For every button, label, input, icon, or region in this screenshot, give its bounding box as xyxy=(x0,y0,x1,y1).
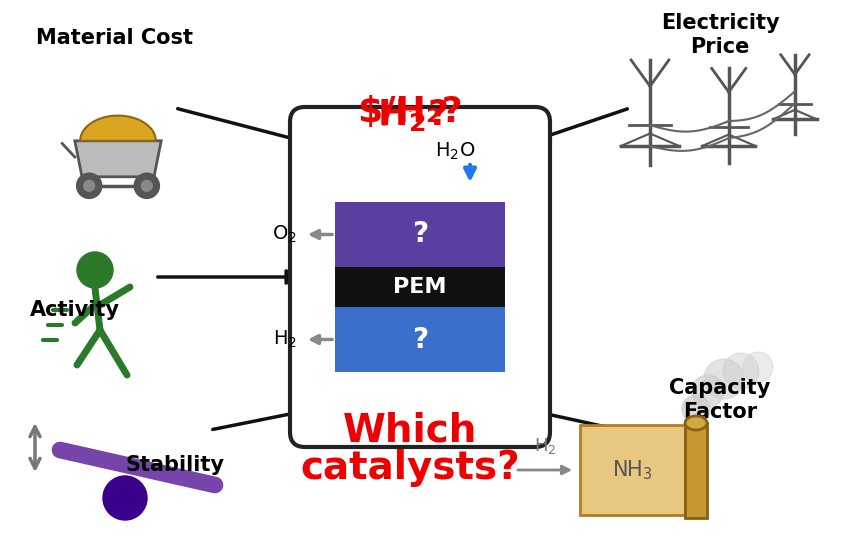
Text: Activity: Activity xyxy=(30,300,120,320)
Bar xyxy=(335,202,505,267)
Text: catalysts?: catalysts? xyxy=(300,449,519,487)
Circle shape xyxy=(77,252,113,288)
Text: Electricity
Price: Electricity Price xyxy=(660,13,779,58)
Text: NH$_3$: NH$_3$ xyxy=(612,458,653,482)
Text: Capacity
Factor: Capacity Factor xyxy=(669,378,771,422)
Text: H$_2$: H$_2$ xyxy=(273,329,297,350)
Text: PEM: PEM xyxy=(393,277,446,297)
Ellipse shape xyxy=(685,416,707,430)
Polygon shape xyxy=(80,116,156,141)
Circle shape xyxy=(141,181,152,191)
Text: $\mathbf{\/H_2?}$: $\mathbf{\/H_2?}$ xyxy=(372,97,448,133)
Bar xyxy=(335,307,505,372)
Circle shape xyxy=(682,395,710,423)
Text: Material Cost: Material Cost xyxy=(36,28,194,48)
Text: Stability: Stability xyxy=(126,455,224,475)
Text: ?: ? xyxy=(412,326,428,353)
Bar xyxy=(580,425,685,515)
Bar xyxy=(335,267,505,307)
Circle shape xyxy=(77,173,101,198)
Circle shape xyxy=(723,353,759,389)
Circle shape xyxy=(83,181,95,191)
Text: $\bf{\/H_2?}$: $\bf{\/H_2?}$ xyxy=(408,109,413,115)
Circle shape xyxy=(743,352,773,382)
Circle shape xyxy=(103,476,147,520)
Polygon shape xyxy=(75,141,161,177)
FancyBboxPatch shape xyxy=(290,107,550,447)
Text: Which: Which xyxy=(343,411,477,449)
Circle shape xyxy=(704,359,744,399)
Text: O$_2$: O$_2$ xyxy=(273,224,297,245)
Text: ?: ? xyxy=(412,220,428,249)
Bar xyxy=(685,423,707,518)
Text: H$_2$O: H$_2$O xyxy=(435,141,476,162)
Circle shape xyxy=(692,375,724,407)
Text: H$_2$: H$_2$ xyxy=(534,436,556,456)
Circle shape xyxy=(134,173,159,198)
Text: $/H₂?: $/H₂? xyxy=(357,95,463,129)
